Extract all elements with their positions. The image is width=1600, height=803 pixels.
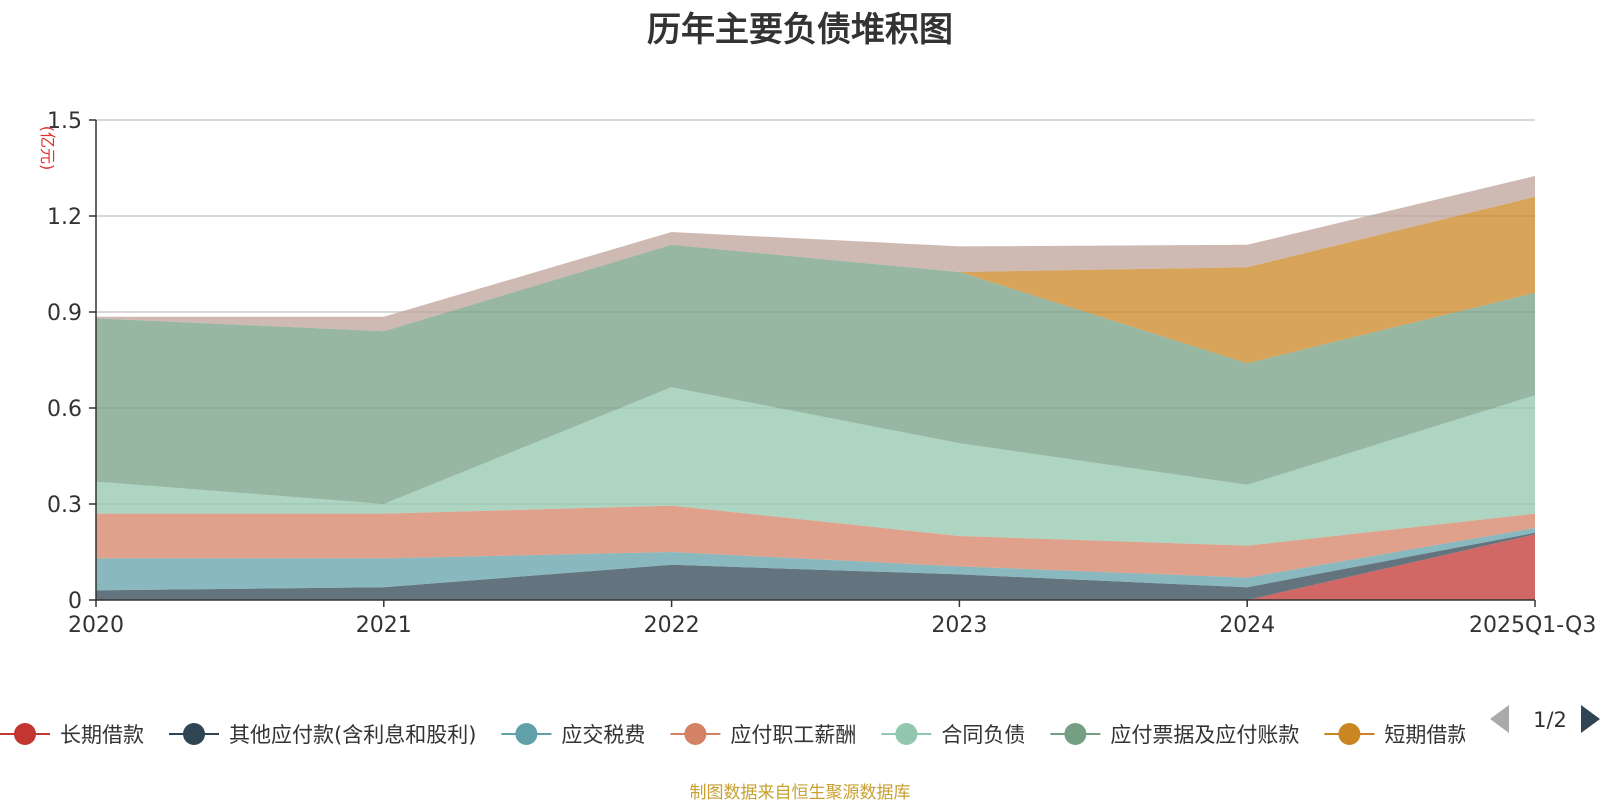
legend-item[interactable]: 应付票据及应付账款 xyxy=(1050,723,1299,747)
legend-label: 短期借款 xyxy=(1384,723,1468,747)
area-series xyxy=(96,176,1535,332)
legend-next-arrow-icon[interactable] xyxy=(1581,705,1600,733)
legend-marker-icon xyxy=(684,723,707,745)
legend-label: 其他应付款(含利息和股利) xyxy=(229,723,476,747)
y-tick-label: 1.2 xyxy=(47,205,82,230)
y-tick-label: 1.5 xyxy=(47,109,82,134)
area-series xyxy=(96,196,1535,364)
legend-item[interactable]: 应付职工薪酬 xyxy=(670,723,856,747)
legend-label: 应付票据及应付账款 xyxy=(1110,723,1299,747)
x-tick-label: 2023 xyxy=(931,613,987,638)
data-source-note: 制图数据来自恒生聚源数据库 xyxy=(689,783,911,803)
stacked-areas xyxy=(96,176,1535,600)
legend-item[interactable]: 长期借款 xyxy=(0,723,144,747)
legend-marker-icon xyxy=(895,723,918,745)
legend-marker-icon xyxy=(515,723,538,745)
area-series xyxy=(96,387,1535,546)
x-tick-label: 2024 xyxy=(1219,613,1275,638)
legend-marker-icon xyxy=(1338,723,1361,745)
legend-item[interactable]: 短期借款 xyxy=(1324,723,1468,747)
area-series xyxy=(96,505,1535,578)
legend-item[interactable]: 合同负债 xyxy=(881,723,1025,747)
x-tick-label: 2022 xyxy=(644,613,700,638)
x-tick-label: 2021 xyxy=(356,613,412,638)
axes: 0 0.3 0.6 0.9 1.2 1.5 2020 2021 2022 2023 2024 2025… xyxy=(47,109,1596,638)
x-tick-label: 2020 xyxy=(68,613,124,638)
y-tick-label: 0.6 xyxy=(47,397,82,422)
area-series xyxy=(96,532,1535,600)
legend-prev-arrow-icon[interactable] xyxy=(1490,705,1509,733)
legend-marker-icon xyxy=(1064,723,1087,745)
y-axis-unit-label: (亿元) xyxy=(38,126,57,171)
legend-marker-icon xyxy=(14,723,36,745)
x-tick-label: 2025Q1-Q3 xyxy=(1469,613,1596,638)
legend-item[interactable]: 应交税费 xyxy=(501,723,645,747)
legend: 长期借款 其他应付款(含利息和股利) 应交税费 应付职工薪酬 合同负债 应付票据及应付账款… xyxy=(0,723,1468,747)
legend-pager: 1/2 xyxy=(1490,705,1600,733)
legend-label: 应交税费 xyxy=(561,723,645,747)
legend-item[interactable]: 其他应付款(含利息和股利) xyxy=(169,723,476,747)
y-tick-label: 0 xyxy=(68,589,82,614)
chart-title: 历年主要负债堆积图 xyxy=(647,10,953,50)
area-series xyxy=(96,534,1535,600)
legend-label: 长期借款 xyxy=(60,723,144,747)
legend-label: 合同负债 xyxy=(941,723,1025,747)
legend-label: 应付职工薪酬 xyxy=(730,723,856,747)
legend-marker-icon xyxy=(183,723,205,745)
legend-page-indicator: 1/2 xyxy=(1533,708,1567,732)
y-tick-label: 0.3 xyxy=(47,493,82,518)
y-tick-label: 0.9 xyxy=(47,301,82,326)
